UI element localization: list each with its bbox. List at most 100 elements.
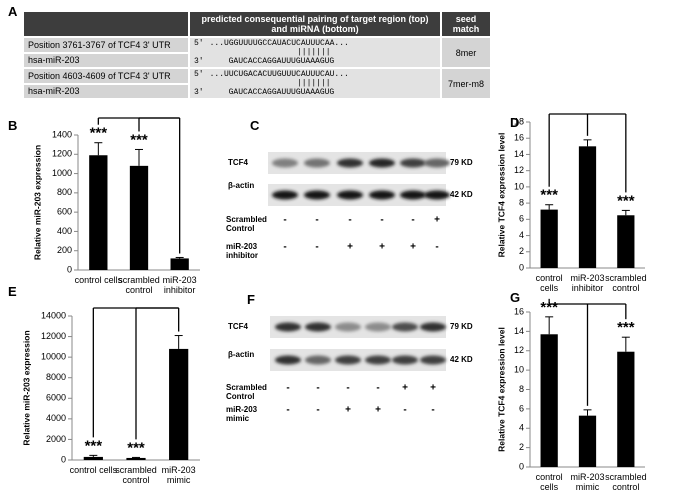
x-tick-label: scrambled control	[605, 472, 647, 492]
condition-sign: -	[283, 242, 286, 253]
mirna-seq: GAUCACCAGGAUUUGUAAAGUG	[228, 88, 335, 97]
condition-sign: +	[434, 215, 440, 226]
seed-cell: 7mer-m8	[440, 67, 492, 100]
y-tick-label: 10000	[41, 352, 66, 362]
y-tick-label: 1000	[52, 168, 72, 178]
blot-band	[275, 322, 301, 332]
y-tick-label: 6000	[46, 393, 66, 403]
condition-sign: +	[379, 242, 385, 253]
target-cell: Position 3761-3767 of TCF4 3' UTR	[22, 36, 190, 54]
prime: 3'	[194, 88, 204, 97]
condition-label: Scrambled Control	[226, 383, 267, 401]
condition-sign: -	[346, 383, 349, 394]
panel-label: C	[250, 118, 260, 133]
bar	[170, 258, 189, 270]
bar	[126, 457, 146, 460]
blot-band	[424, 190, 450, 200]
prime: 3'	[194, 57, 204, 66]
blot-band	[365, 322, 391, 332]
blot-band	[400, 158, 426, 168]
pairing-cell: 5' ...UUCUGACACUUGUUUCAUUUCAU... ||||||| …	[188, 67, 442, 100]
significance-label: ***	[130, 131, 148, 148]
blot-band	[420, 322, 446, 332]
bar	[578, 146, 597, 268]
condition-sign: -	[435, 242, 438, 253]
condition-sign: +	[375, 405, 381, 416]
seed-cell: 8mer	[440, 36, 492, 69]
prime: 5'	[194, 70, 204, 79]
y-tick-label: 6	[519, 214, 524, 224]
condition-sign: -	[403, 405, 406, 416]
x-tick-label: miR-203 mimic	[570, 472, 605, 492]
x-tick-label: miR-203 inhibitor	[162, 275, 197, 295]
y-axis-label: Relative miR-203 expression	[21, 330, 31, 445]
condition-sign: -	[283, 215, 286, 226]
condition-sign: -	[380, 215, 383, 226]
significance-label: ***	[540, 187, 558, 204]
blot-band	[335, 355, 361, 365]
y-tick-label: 8000	[46, 372, 66, 382]
significance-label: ***	[617, 319, 635, 336]
bar	[540, 209, 558, 268]
header-cell: seed match	[440, 10, 492, 38]
y-tick-label: 10	[514, 365, 524, 375]
condition-label: miR-203 inhibitor	[226, 242, 258, 260]
protein-label: TCF4	[228, 158, 249, 167]
panel-label: G	[510, 290, 521, 305]
blot-band	[337, 190, 363, 200]
size-label: 42 KD	[450, 355, 473, 364]
significance-label: ***	[85, 437, 103, 454]
x-tick-label: scrambled control	[605, 273, 647, 293]
condition-sign: -	[348, 215, 351, 226]
x-tick-label: control cells	[535, 472, 563, 492]
y-tick-label: 400	[57, 226, 72, 236]
mirna-seq: GAUCACCAGGAUUUGUAAAGUG	[228, 57, 335, 66]
y-tick-label: 2	[519, 246, 524, 256]
pair-bars: |||||||	[297, 79, 331, 88]
protein-label: TCF4	[228, 322, 249, 331]
pairing-table: predicted consequential pairing of targe…	[22, 10, 492, 100]
condition-sign: -	[376, 383, 379, 394]
y-tick-label: 2	[519, 442, 524, 452]
blot-band	[304, 158, 330, 168]
condition-sign: +	[347, 242, 353, 253]
y-tick-label: 0	[67, 264, 72, 274]
condition-sign: +	[345, 405, 351, 416]
table-row: hsa-miR-203	[22, 82, 491, 100]
table-row: Position 3761-3767 of TCF4 3' UTR 5' ...U…	[22, 36, 492, 69]
blot-band	[272, 190, 298, 200]
panel-label: D	[510, 115, 520, 130]
bar	[129, 165, 149, 270]
table-row: Position 4603-4609 of TCF4 3' UTR 5' ...U…	[22, 67, 492, 100]
y-tick-label: 1400	[52, 129, 72, 139]
bar	[617, 351, 635, 467]
y-tick-label: 6	[519, 403, 524, 413]
y-tick-label: 12	[514, 345, 524, 355]
y-tick-label: 4	[519, 230, 524, 240]
significance-label: ***	[127, 439, 145, 456]
bar	[169, 348, 189, 460]
blot-band	[275, 355, 301, 365]
condition-label: Scrambled Control	[226, 215, 267, 233]
target-seq: ...UUCUGACACUUGUUUCAUUUCAU...	[209, 70, 349, 79]
condition-sign: +	[430, 383, 436, 394]
condition-sign: +	[402, 383, 408, 394]
panel-label: E	[8, 284, 17, 299]
protein-label: β-actin	[228, 181, 254, 190]
bar	[89, 155, 108, 270]
y-tick-label: 0	[519, 262, 524, 272]
blot-band	[392, 355, 418, 365]
bar	[540, 334, 558, 467]
table-row: hsa-miR-203	[22, 51, 491, 69]
mirna-cell: hsa-miR-203	[22, 82, 190, 100]
blot-band	[392, 322, 418, 332]
y-tick-label: 4	[519, 423, 524, 433]
size-label: 42 KD	[450, 190, 473, 199]
bar	[83, 456, 103, 460]
blot-band	[337, 158, 363, 168]
y-tick-label: 12000	[41, 331, 66, 341]
significance-label: ***	[90, 125, 108, 142]
y-tick-label: 8	[519, 384, 524, 394]
